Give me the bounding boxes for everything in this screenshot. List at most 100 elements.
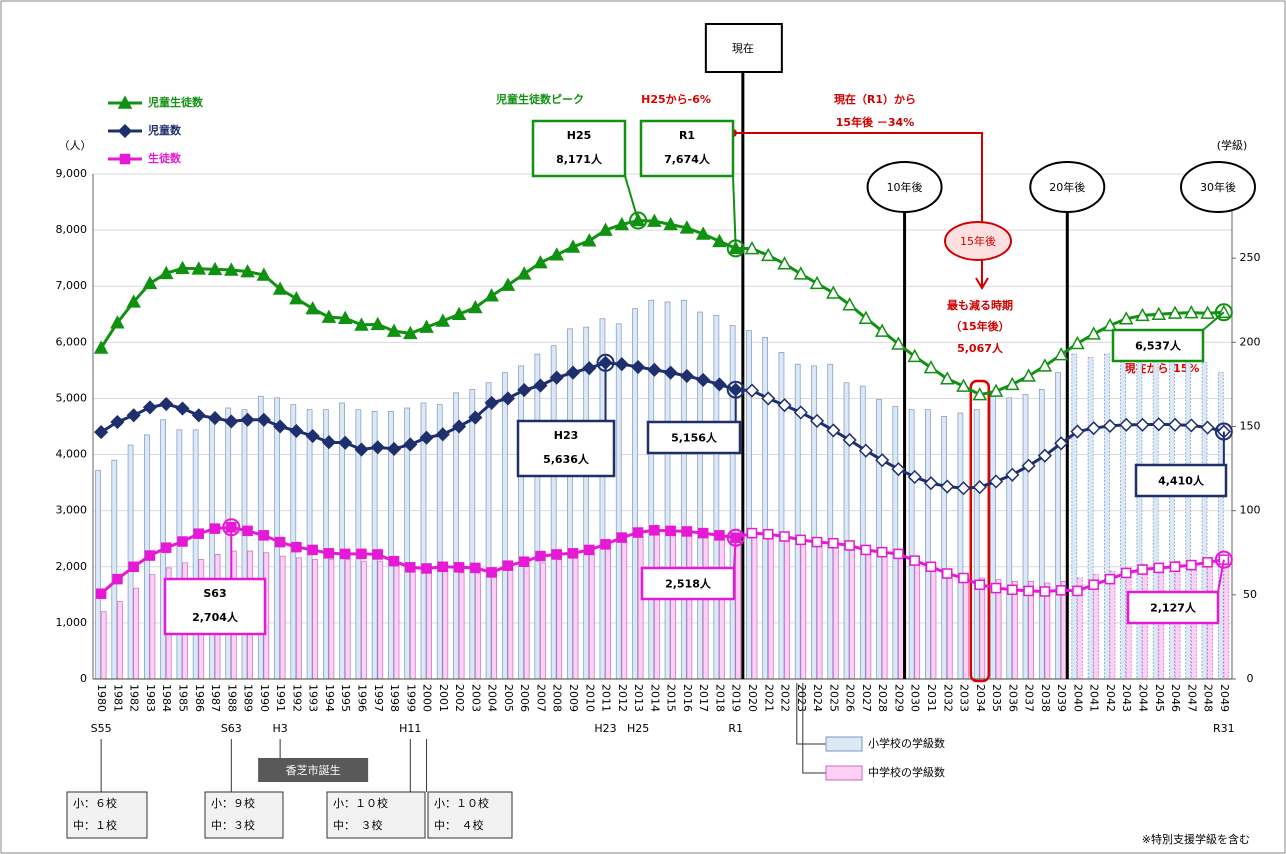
- point: [240, 264, 255, 278]
- y-tick-label: 2,000: [56, 560, 88, 573]
- point: [435, 313, 451, 327]
- point: [809, 275, 825, 290]
- point: [1135, 417, 1150, 432]
- point: [517, 382, 532, 398]
- point: [112, 573, 123, 585]
- point: [421, 563, 432, 574]
- x-tick-label: 1981: [111, 684, 124, 712]
- y2-tick-label: 200: [1240, 335, 1261, 348]
- bar: [713, 315, 720, 680]
- point: [923, 476, 939, 491]
- x-tick-label: 1999: [404, 684, 417, 712]
- bar: [995, 579, 1002, 680]
- point: [337, 310, 353, 324]
- point: [616, 532, 628, 543]
- point: [1202, 557, 1213, 568]
- x-tick-label: 2003: [469, 684, 482, 712]
- x-tick-label: 2014: [648, 684, 661, 712]
- peak-change: H25から-6%: [641, 93, 711, 106]
- point: [631, 359, 646, 375]
- point: [354, 442, 369, 457]
- point: [860, 544, 872, 556]
- callout-box: [1111, 328, 1205, 363]
- point: [274, 536, 286, 548]
- bar: [1201, 362, 1208, 680]
- point: [405, 562, 416, 573]
- bar: [908, 409, 915, 680]
- bar: [306, 409, 313, 680]
- point: [1086, 421, 1101, 436]
- school-line: 中：１校: [73, 818, 117, 832]
- point: [761, 247, 776, 262]
- bar: [312, 559, 319, 680]
- min-title: 最も減る時期: [947, 298, 1013, 312]
- era-label: H11: [399, 722, 421, 735]
- callout-label: 4,410人: [1158, 474, 1205, 488]
- x-tick-label: 2019: [730, 684, 743, 712]
- legend-connector: [802, 683, 826, 774]
- bar: [946, 570, 953, 680]
- point: [224, 414, 239, 429]
- bar: [1087, 357, 1094, 680]
- school-line: 小：６校: [73, 796, 117, 810]
- point: [695, 226, 711, 240]
- callout-connector: [733, 537, 737, 569]
- point: [956, 481, 971, 496]
- point: [858, 443, 873, 458]
- point: [1169, 561, 1181, 573]
- point: [600, 539, 611, 550]
- point: [338, 435, 353, 450]
- bar: [95, 469, 101, 680]
- x-tick-label: 1990: [258, 684, 271, 712]
- bar: [133, 587, 140, 680]
- min-value: 5,067人: [957, 341, 1004, 355]
- callout-connector: [1202, 311, 1225, 331]
- bar: [735, 538, 742, 680]
- legend-swatch: [825, 736, 863, 752]
- x-tick-label: 2035: [990, 684, 1003, 712]
- point: [549, 247, 564, 261]
- legend-label: 児童数: [147, 123, 182, 137]
- point: [289, 291, 304, 305]
- callout-label: 7,674人: [664, 152, 711, 166]
- point: [500, 277, 516, 291]
- callout-era: S63: [203, 587, 226, 600]
- bar: [436, 404, 443, 680]
- point: [777, 256, 792, 270]
- now-change: 15年後 －34%: [836, 115, 914, 129]
- x-tick-label: 2004: [486, 684, 499, 712]
- point: [110, 315, 125, 329]
- point: [582, 233, 597, 247]
- point: [679, 368, 694, 384]
- point: [858, 310, 874, 324]
- y-tick-label: 6,000: [56, 335, 88, 348]
- x-tick-label: 2020: [746, 684, 759, 712]
- bar: [111, 459, 118, 680]
- bar: [892, 405, 899, 680]
- point: [582, 361, 597, 376]
- point: [663, 365, 678, 380]
- point: [1072, 585, 1083, 597]
- x-tick-label: 2040: [1071, 684, 1084, 712]
- point: [1120, 567, 1132, 579]
- bar: [751, 533, 758, 680]
- bar: [605, 547, 611, 680]
- bar: [941, 416, 948, 680]
- point: [909, 555, 920, 566]
- point: [939, 371, 955, 385]
- point: [209, 523, 221, 534]
- point: [1053, 347, 1069, 361]
- bar: [670, 532, 676, 680]
- bar: [501, 372, 508, 680]
- point: [1151, 417, 1166, 432]
- bar: [588, 552, 595, 680]
- legend-connector: [796, 683, 826, 745]
- x-tick-label: 1987: [209, 684, 222, 712]
- bar: [491, 572, 497, 680]
- x-tick-label: 1996: [355, 684, 368, 712]
- point: [565, 239, 581, 253]
- point: [1153, 562, 1165, 574]
- point: [697, 527, 709, 539]
- x-tick-label: 2000: [421, 684, 434, 712]
- bar: [518, 365, 524, 680]
